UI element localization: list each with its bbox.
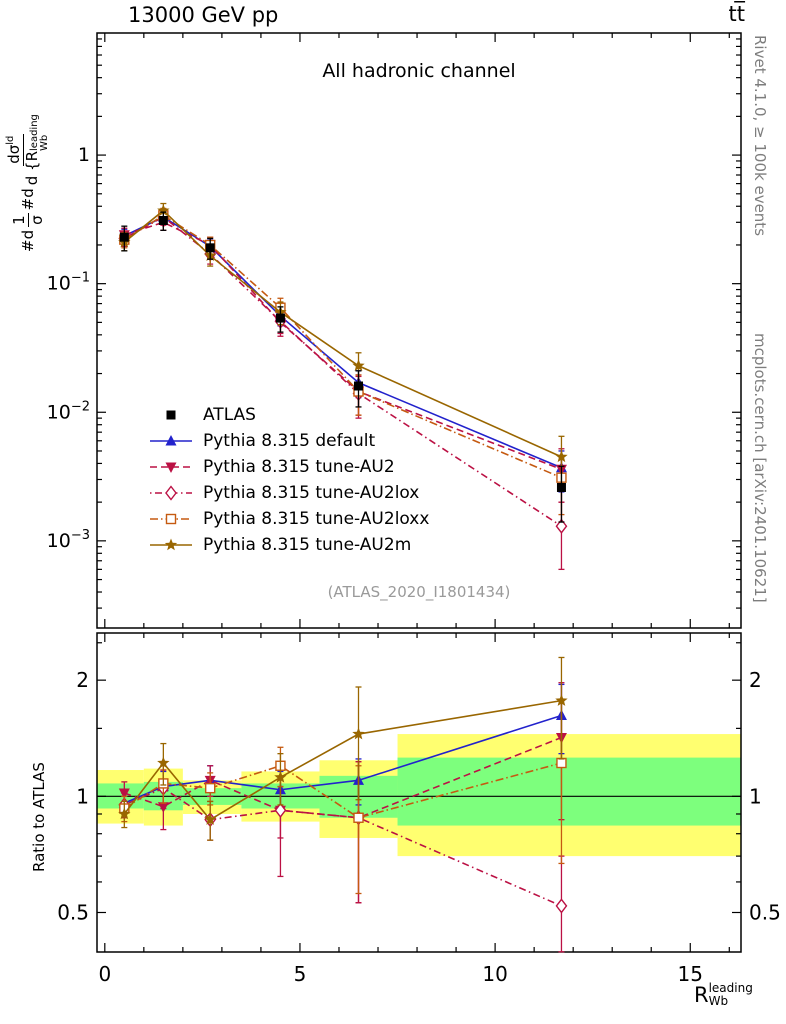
legend-marker-au2loxx [150, 513, 192, 525]
beam-energy-label: 13000 GeV pp [128, 3, 279, 27]
svg-text:15: 15 [678, 962, 703, 986]
legend-label: Pythia 8.315 tune-AU2lox [203, 483, 420, 503]
main-panel-frame [96, 32, 742, 629]
svg-text:0.5: 0.5 [749, 900, 781, 924]
main-series-atlas [119, 211, 566, 523]
svg-text:2: 2 [749, 668, 762, 692]
legend-item-au2loxx: Pythia 8.315 tune-AU2loxx [148, 506, 429, 532]
legend-item-au2: Pythia 8.315 tune-AU2 [148, 454, 429, 480]
axis-tick-labels: 1 10−1 10−2 10−3 0.5 0.5 1 1 2 2 0 5 10 15 [47, 144, 781, 986]
analysis-watermark: (ATLAS_2020_I1801434) [327, 583, 511, 601]
legend-marker-au2m [150, 538, 192, 551]
svg-text:2: 2 [76, 668, 89, 692]
ylabel-frac-dsigma: dσld d {R leading Wb [5, 114, 50, 186]
legend-item-au2lox: Pythia 8.315 tune-AU2lox [148, 480, 429, 506]
ylabel-mid: #d [19, 188, 38, 211]
legend-item-default: Pythia 8.315 default [148, 428, 429, 454]
ratio-series-au2m [118, 656, 568, 841]
svg-text:5: 5 [294, 962, 307, 986]
legend-marker-au2lox [150, 485, 192, 501]
ratio-y-axis-label: Ratio to ATLAS [30, 762, 48, 872]
svg-text:1: 1 [78, 144, 90, 166]
svg-text:0.5: 0.5 [57, 900, 89, 924]
legend-label: ATLAS [203, 405, 256, 425]
svg-text:10−3: 10−3 [47, 528, 90, 552]
legend-marker-au2 [150, 462, 192, 473]
axis-ticks [97, 33, 741, 952]
legend-item-au2m: Pythia 8.315 tune-AU2m [148, 532, 429, 558]
rivet-version-label: Rivet 4.1.0, ≥ 100k events [751, 35, 769, 237]
ratio-uncertainty-bands [97, 734, 741, 857]
ratio-panel-frame [96, 632, 742, 953]
process-label: tt̅ [728, 2, 745, 26]
svg-text:1: 1 [749, 784, 762, 808]
legend-marker-default [150, 435, 192, 446]
ylabel-prefix: #d [19, 229, 38, 252]
svg-text:0: 0 [98, 962, 111, 986]
x-axis-symbol: R [694, 982, 709, 1007]
channel-title: All hadronic channel [322, 60, 516, 82]
legend-label: Pythia 8.315 tune-AU2m [203, 535, 412, 555]
svg-text:1: 1 [76, 784, 89, 808]
legend-label: Pythia 8.315 tune-AU2loxx [203, 509, 430, 529]
svg-text:10−1: 10−1 [47, 271, 90, 295]
ylabel-frac-one-over-sigma: 1 σ [10, 213, 46, 227]
band-green [397, 757, 741, 826]
main-y-axis-label: #d 1 σ #d dσld d {R leading Wb [5, 114, 51, 252]
svg-text:10: 10 [482, 962, 507, 986]
legend-marker-atlas [166, 410, 176, 420]
legend-label: Pythia 8.315 default [203, 431, 376, 451]
legend-label: Pythia 8.315 tune-AU2 [203, 457, 395, 477]
svg-text:10−2: 10−2 [47, 399, 90, 423]
legend: ATLAS Pythia 8.315 default Pythia 8.315 tu… [148, 402, 429, 558]
legend-item-atlas: ATLAS [148, 402, 429, 428]
mcplots-credit-label: mcplots.cern.ch [arXiv:2401.10621] [751, 333, 769, 603]
